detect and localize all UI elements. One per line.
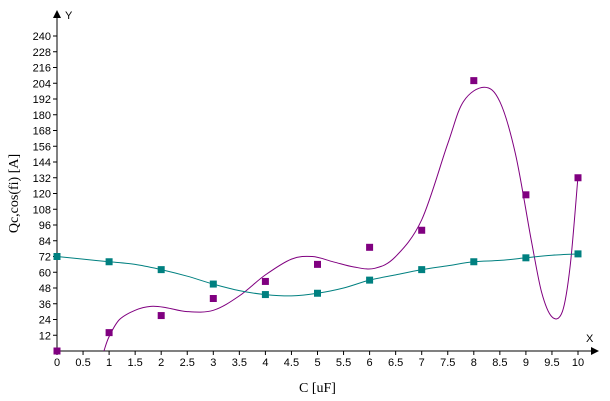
y-tick-label: 36 xyxy=(39,299,51,311)
x-tick-label: 5.5 xyxy=(336,357,351,369)
y-tick-label: 120 xyxy=(33,189,51,201)
x-axis-title: C [uF] xyxy=(299,381,336,396)
series-1-point xyxy=(574,174,582,182)
y-tick-label: 204 xyxy=(33,78,51,90)
series-2-point xyxy=(470,258,478,266)
y-tick-label: 48 xyxy=(39,283,51,295)
series-1-point xyxy=(157,312,165,320)
y-tick-label: 108 xyxy=(33,204,51,216)
y-tick-label: 240 xyxy=(33,31,51,43)
series-2-point xyxy=(209,280,217,288)
y-tick-label: 216 xyxy=(33,63,51,75)
series-2-point xyxy=(522,254,530,262)
markers xyxy=(53,77,582,355)
x-tick-label: 1 xyxy=(106,357,112,369)
y-tick-label: 192 xyxy=(33,94,51,106)
x-axis-arrow xyxy=(591,347,599,355)
x-tick-label: 0.5 xyxy=(75,357,90,369)
series-2-point xyxy=(418,266,426,274)
x-tick-label: 8 xyxy=(471,357,477,369)
y-axis-title: Qc,cos(fi) [A] xyxy=(7,154,22,233)
y-tick-label: 84 xyxy=(39,236,51,248)
series-1-point xyxy=(261,277,269,285)
series-2-point xyxy=(261,291,269,299)
y-tick-label: 132 xyxy=(33,173,51,185)
y-tick-label: 24 xyxy=(39,315,51,327)
x-tick-label: 4.5 xyxy=(284,357,299,369)
x-tick-label: 7 xyxy=(419,357,425,369)
series-1-curve xyxy=(103,86,579,352)
series-1-point xyxy=(314,260,321,268)
x-tick-label: 3.5 xyxy=(232,357,247,369)
series-2-point xyxy=(157,266,165,274)
series-1-point xyxy=(53,347,61,355)
y-tick-label: 96 xyxy=(39,220,51,232)
x-tick-label: 9.5 xyxy=(544,357,559,369)
series-1-point xyxy=(105,329,113,337)
y-tick-label: 180 xyxy=(33,110,51,122)
x-tick-label: 6.5 xyxy=(388,357,403,369)
axes xyxy=(53,10,599,355)
y-tick-label: 72 xyxy=(39,252,51,264)
y-axis-arrow xyxy=(53,10,61,18)
series-1-point xyxy=(209,295,217,302)
x-tick-label: 2 xyxy=(158,357,164,369)
series-2-point xyxy=(105,258,113,266)
series-2-point xyxy=(366,276,374,284)
y-tick-label: 144 xyxy=(33,157,51,169)
series-1-point xyxy=(470,77,478,85)
y-tick-label: 156 xyxy=(33,141,51,153)
x-tick-label: 8.5 xyxy=(492,357,507,369)
x-axis-letter: X xyxy=(586,333,594,345)
y-tick-label: 168 xyxy=(33,126,51,138)
series-2-point xyxy=(574,250,582,258)
y-tick-label: 228 xyxy=(33,47,51,59)
series-2-point xyxy=(53,253,61,260)
x-tick-label: 1.5 xyxy=(128,357,143,369)
x-tick-label: 3 xyxy=(210,357,216,369)
x-tick-label: 0 xyxy=(54,357,60,369)
x-tick-label: 5 xyxy=(314,357,320,369)
x-tick-label: 6 xyxy=(367,357,373,369)
series-1-point xyxy=(522,191,530,199)
x-tick-label: 2.5 xyxy=(180,357,195,369)
x-tick-label: 4 xyxy=(262,357,268,369)
series-2-point xyxy=(314,289,321,297)
x-ticks: 0 0.5 1 1.5 2 2.5 3 3.5 4 4.5 5 5.5 6 6.5 7 7.5 8 8.5 9 9.5… xyxy=(54,351,584,369)
y-tick-label: 12 xyxy=(39,330,51,342)
series-1-point xyxy=(418,226,426,234)
y-ticks: 12 24 36 48 60 72 84 96 108 120 132 144 156 168 180 192… xyxy=(33,31,57,342)
series-1-point xyxy=(366,243,374,251)
y-tick-label: 60 xyxy=(39,267,51,279)
y-axis-letter: Y xyxy=(65,10,73,22)
x-tick-label: 9 xyxy=(523,357,529,369)
x-tick-label: 10 xyxy=(572,357,584,369)
x-tick-label: 7.5 xyxy=(440,357,455,369)
